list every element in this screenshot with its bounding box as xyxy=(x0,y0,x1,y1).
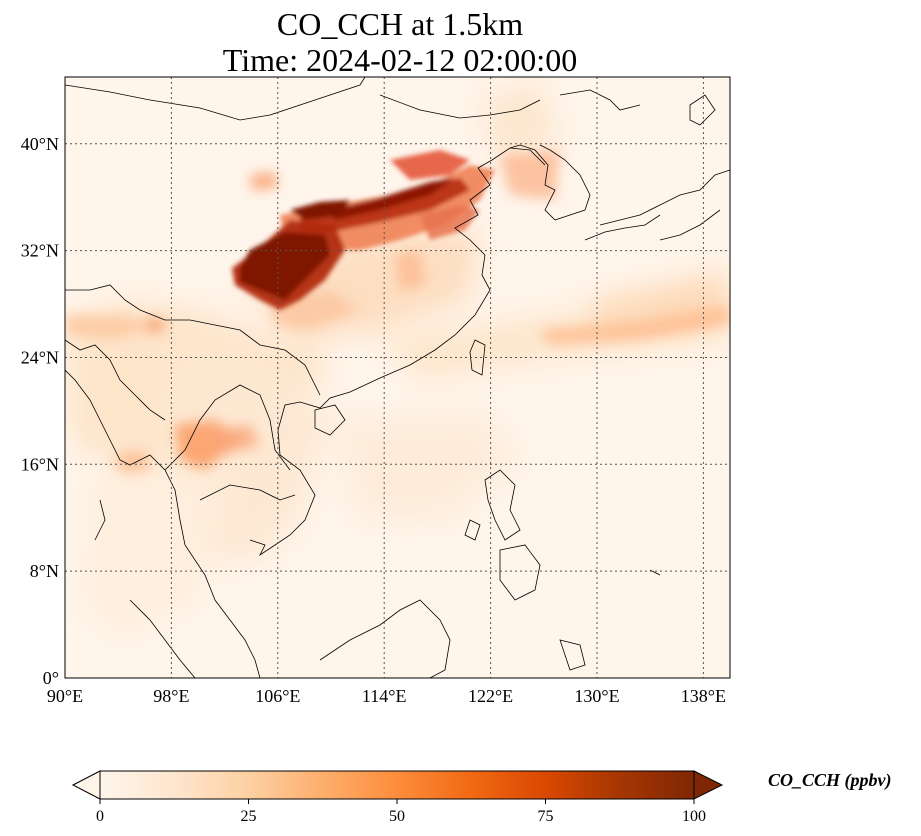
background-haze xyxy=(65,80,730,640)
colorbar-tick-label: 25 xyxy=(241,808,257,825)
colorbar-label: CO_CCH (ppbv) xyxy=(768,770,892,790)
gridlines xyxy=(65,77,730,678)
lon-tick-label: 98°E xyxy=(153,686,189,706)
concentration-field xyxy=(65,80,730,640)
lat-tick-label: 24°N xyxy=(21,347,59,367)
colorbar-tick-label: 75 xyxy=(538,808,554,825)
colorbar-tick-label: 50 xyxy=(389,808,405,825)
colorbar: 0 25 50 75 100 xyxy=(71,770,724,825)
colorbar-tick-label: 0 xyxy=(96,808,104,825)
longitude-ticks: 90°E 98°E 106°E 114°E 122°E 130°E 138°E xyxy=(47,686,726,706)
lat-tick-label: 0° xyxy=(43,668,59,688)
coastlines xyxy=(65,77,730,678)
colorbar-ramp xyxy=(99,770,695,800)
lat-tick-label: 40°N xyxy=(21,134,59,154)
lon-tick-label: 138°E xyxy=(681,686,726,706)
latitude-ticks: 0° 8°N 16°N 24°N 32°N 40°N xyxy=(21,134,59,688)
strong-plume xyxy=(232,150,495,310)
moderate-plumes xyxy=(65,150,730,472)
colorbar-extend-max xyxy=(693,770,724,800)
map-frame xyxy=(64,76,731,679)
lon-tick-label: 114°E xyxy=(362,686,407,706)
plot-title-variable: CO_CCH at 1.5km xyxy=(276,6,524,42)
colorbar-ticks: 0 25 50 75 100 xyxy=(96,799,706,825)
lat-tick-label: 16°N xyxy=(21,454,59,474)
colorbar-extend-min xyxy=(71,770,101,800)
colorbar-tick-label: 100 xyxy=(682,808,706,825)
lon-tick-label: 90°E xyxy=(47,686,83,706)
lon-tick-label: 106°E xyxy=(255,686,300,706)
plot-title-time: Time: 2024-02-12 02:00:00 xyxy=(222,42,578,78)
lat-tick-label: 32°N xyxy=(21,241,59,261)
lon-tick-label: 122°E xyxy=(468,686,513,706)
lon-tick-label: 130°E xyxy=(574,686,619,706)
lat-tick-label: 8°N xyxy=(30,561,59,581)
